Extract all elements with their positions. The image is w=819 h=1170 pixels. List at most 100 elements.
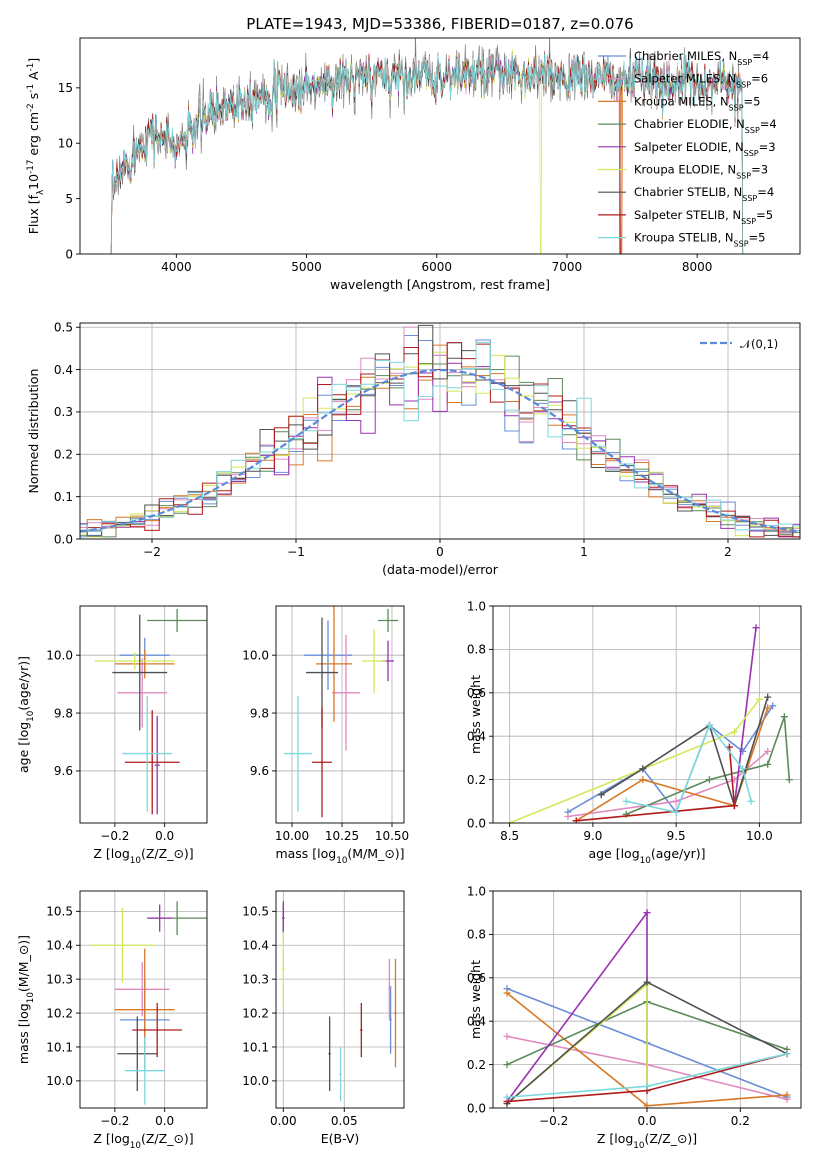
y-tick-label: 1.0 bbox=[467, 884, 486, 898]
x-axis-label: Z [log10(Z/Z_⊙)] bbox=[93, 846, 193, 866]
y-axis-label: mass [log10(M/M_⊙)] bbox=[16, 935, 36, 1064]
panel-3: 10.00 10.25 10.50 9.6 9.8 10.0 mass [log10(M/M… bbox=[242, 605, 409, 866]
panel-5: −0.2 0.0 10.0 10.1 10.2 10.3 10.4 10.5 Z [log10(… bbox=[16, 890, 208, 1151]
y-tick-label: 10.5 bbox=[46, 905, 73, 919]
axes-frame bbox=[79, 37, 801, 255]
y-axis-label: age [log10(age/yr)] bbox=[16, 656, 36, 773]
plot-area bbox=[89, 901, 207, 1105]
mass-weight-marker bbox=[769, 702, 777, 710]
mass-weight-marker bbox=[503, 1032, 511, 1040]
mass-weight-marker bbox=[639, 776, 647, 784]
y-tick-label: 10.1 bbox=[46, 1040, 73, 1054]
panel-0: 4000 5000 6000 7000 8000 0 5 10 15 wavelength [An… bbox=[26, 15, 801, 292]
y-tick-label: 0.2 bbox=[54, 448, 73, 462]
x-tick-label: 7000 bbox=[552, 260, 583, 274]
mass-weight-marker bbox=[739, 765, 747, 773]
mass-weight-marker bbox=[780, 713, 788, 721]
y-tick-label: 10.0 bbox=[46, 648, 73, 662]
chart-title: PLATE=1943, MJD=53386, FIBERID=0187, z=0… bbox=[246, 15, 633, 33]
x-tick-label: −2 bbox=[143, 545, 161, 559]
mass-weight-marker bbox=[564, 812, 572, 820]
y-tick-label: 10.4 bbox=[46, 939, 73, 953]
mass-weight-marker bbox=[783, 1050, 791, 1058]
y-tick-label: 9.8 bbox=[250, 706, 269, 720]
y-tick-label: 0.8 bbox=[467, 643, 486, 657]
y-axis-label: mass weight bbox=[468, 960, 483, 1039]
mass-weight-marker bbox=[503, 1093, 511, 1101]
x-tick-label: 6000 bbox=[421, 260, 452, 274]
plot-area bbox=[94, 608, 207, 815]
mass-weight-marker bbox=[747, 797, 755, 805]
y-tick-label: 0 bbox=[65, 247, 73, 261]
x-axis-label: Z [log10(Z/Z_⊙)] bbox=[93, 1131, 193, 1151]
y-tick-label: 10.0 bbox=[242, 648, 269, 662]
legend-entry: Salpeter ELODIE, NSSP=3 bbox=[634, 140, 776, 158]
mass-weight-marker bbox=[725, 743, 733, 751]
y-tick-label: 0.2 bbox=[467, 773, 486, 787]
y-tick-label: 10.0 bbox=[242, 1074, 269, 1088]
x-tick-label: 9.5 bbox=[667, 829, 686, 843]
x-axis-label: (data-model)/error bbox=[382, 562, 499, 577]
y-axis-label: mass weight bbox=[468, 675, 483, 754]
y-tick-label: 1.0 bbox=[467, 599, 486, 613]
mass-weight-line bbox=[567, 750, 769, 818]
legend-entry: Kroupa STELIB, NSSP=5 bbox=[634, 231, 765, 249]
y-tick-label: 0.0 bbox=[467, 1101, 486, 1115]
legend-entry: Chabrier STELIB, NSSP=4 bbox=[634, 185, 774, 203]
x-axis-label: wavelength [Angstrom, rest frame] bbox=[330, 277, 550, 292]
plot-area bbox=[284, 606, 398, 818]
x-tick-label: 9.0 bbox=[583, 829, 602, 843]
mass-weight-line bbox=[509, 698, 761, 823]
plot-area bbox=[503, 909, 791, 1108]
y-axis-label: Flux [fλ10-17 erg cm-2 s-1 A-1] bbox=[26, 58, 46, 235]
x-axis-label: E(B-V) bbox=[321, 1131, 360, 1146]
y-tick-label: 10 bbox=[58, 137, 73, 151]
mass-weight-marker bbox=[643, 909, 651, 917]
x-tick-label: 8000 bbox=[682, 260, 713, 274]
x-tick-label: 0.00 bbox=[270, 1114, 297, 1128]
x-tick-label: 0.0 bbox=[155, 1114, 174, 1128]
y-tick-label: 15 bbox=[58, 81, 73, 95]
x-axis-label: Z [log10(Z/Z_⊙)] bbox=[597, 1131, 697, 1151]
x-tick-label: 8.5 bbox=[500, 829, 519, 843]
legend-entry: Kroupa MILES, NSSP=5 bbox=[634, 94, 760, 112]
mass-weight-marker bbox=[752, 624, 760, 632]
mass-weight-marker bbox=[643, 1082, 651, 1090]
axes-frame bbox=[79, 890, 208, 1109]
x-tick-label: −1 bbox=[287, 545, 305, 559]
x-tick-label: −0.2 bbox=[100, 829, 129, 843]
y-tick-label: 10.5 bbox=[242, 905, 269, 919]
axes-frame bbox=[492, 890, 802, 1109]
plot-area bbox=[506, 624, 793, 823]
y-tick-label: 9.6 bbox=[54, 764, 73, 778]
y-tick-label: 0.4 bbox=[467, 1015, 486, 1029]
mass-weight-marker bbox=[597, 791, 605, 799]
x-axis-label: mass [log10(M/M_⊙)] bbox=[275, 846, 404, 866]
x-tick-label: 1 bbox=[580, 545, 588, 559]
panel-1: −2 −1 0 1 2 0.0 0.1 0.2 0.3 0.4 0.5 (data-model)/er… bbox=[26, 321, 801, 577]
mass-weight-marker bbox=[622, 797, 630, 805]
x-tick-label: 5000 bbox=[291, 260, 322, 274]
mass-weight-marker bbox=[705, 776, 713, 784]
x-tick-label: 10.50 bbox=[375, 829, 409, 843]
y-tick-label: 5 bbox=[65, 192, 73, 206]
legend-entry: Chabrier MILES, NSSP=4 bbox=[634, 49, 769, 67]
panel-4: 8.5 9.0 9.5 10.0 0.0 0.2 0.4 0.6 0.8 1.0 age [log1… bbox=[467, 599, 802, 866]
x-tick-label: 0.05 bbox=[331, 1114, 358, 1128]
y-tick-label: 0.3 bbox=[54, 405, 73, 419]
mass-weight-marker bbox=[672, 808, 680, 816]
panel-2: −0.2 0.0 9.6 9.8 10.0 Z [log10(Z/Z_⊙)] age [lo… bbox=[16, 605, 208, 866]
y-tick-label: 9.8 bbox=[54, 706, 73, 720]
mass-weight-marker bbox=[755, 695, 763, 703]
mass-weight-marker bbox=[639, 765, 647, 773]
x-tick-label: −0.2 bbox=[539, 1114, 568, 1128]
y-tick-label: 0.6 bbox=[467, 971, 486, 985]
mass-weight-marker bbox=[506, 819, 514, 823]
x-tick-label: −0.2 bbox=[100, 1114, 129, 1128]
axes-frame bbox=[275, 605, 405, 824]
x-tick-label: 4000 bbox=[161, 260, 192, 274]
gaussian-curve bbox=[80, 368, 800, 533]
legend-entry: 𝒩(0,1) bbox=[740, 337, 778, 351]
y-tick-label: 10.2 bbox=[46, 1006, 73, 1020]
